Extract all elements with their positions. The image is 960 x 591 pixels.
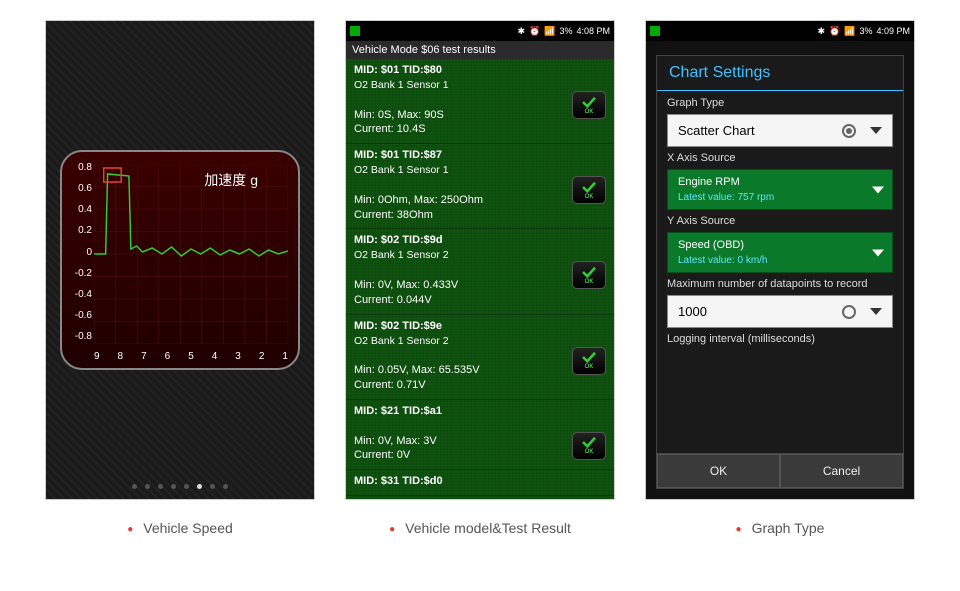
dialog-buttons: OK Cancel (657, 453, 903, 488)
bluetooth-icon: ✱ (517, 26, 525, 37)
acceleration-chart: 加速度 g 0.80.60.40.20-0.2-0.4-0.6-0.8 9876… (60, 150, 300, 370)
bluetooth-icon: ✱ (817, 26, 825, 37)
result-entry[interactable]: MID: $01 TID:$80O2 Bank 1 Sensor 1Min: 0… (346, 59, 614, 144)
settings-dialog: Chart Settings Graph Type Scatter Chart … (656, 55, 904, 489)
y-axis-select[interactable]: Speed (OBD) Latest value: 0 km/h (667, 232, 893, 273)
statusbar-app-icon (650, 26, 660, 36)
ok-badge: OK (572, 176, 606, 204)
caption-3: Graph Type (645, 520, 915, 536)
results-header: Vehicle Mode $06 test results (346, 41, 614, 59)
status-bar: ✱ ⏰ 📶 3% 4:09 PM (646, 21, 914, 41)
y-axis-label: Y Axis Source (667, 215, 893, 227)
phone-vehicle-speed: 加速度 g 0.80.60.40.20-0.2-0.4-0.6-0.8 9876… (45, 20, 315, 500)
dialog-title: Chart Settings (657, 56, 903, 91)
graph-type-select[interactable]: Scatter Chart (667, 114, 893, 147)
signal-icon: 📶 (844, 26, 855, 37)
chevron-down-icon (870, 127, 882, 134)
caption-2: Vehicle model&Test Result (345, 520, 615, 536)
ok-badge: OK (572, 347, 606, 375)
ok-badge: OK (572, 91, 606, 119)
alarm-icon: ⏰ (529, 26, 540, 37)
x-latest-value: Latest value: 757 rpm (678, 192, 882, 203)
x-axis-value: Engine RPM (678, 176, 882, 188)
result-entry[interactable]: MID: $01 TID:$87O2 Bank 1 Sensor 1Min: 0… (346, 144, 614, 229)
chart-x-axis: 987654321 (94, 351, 288, 362)
result-entry[interactable]: MID: $02 TID:$9dO2 Bank 1 Sensor 2Min: 0… (346, 229, 614, 314)
x-axis-label: X Axis Source (667, 152, 893, 164)
y-latest-value: Latest value: 0 km/h (678, 255, 882, 266)
chevron-down-icon (872, 186, 884, 193)
battery-percent: 3% (859, 26, 872, 36)
status-bar: ✱ ⏰ 📶 3% 4:08 PM (346, 21, 614, 41)
y-axis-value: Speed (OBD) (678, 239, 882, 251)
max-points-value: 1000 (678, 304, 707, 319)
x-axis-select[interactable]: Engine RPM Latest value: 757 rpm (667, 169, 893, 210)
result-entry[interactable]: MID: $31 TID:$d0 (346, 470, 614, 496)
statusbar-app-icon (350, 26, 360, 36)
chart-plot (94, 164, 288, 344)
clock: 4:09 PM (876, 26, 910, 36)
phone-chart-settings: ✱ ⏰ 📶 3% 4:09 PM Chart Settings Graph Ty… (645, 20, 915, 500)
ok-badge: OK (572, 432, 606, 460)
battery-percent: 3% (559, 26, 572, 36)
graph-type-value: Scatter Chart (678, 123, 755, 138)
chart-y-axis: 0.80.60.40.20-0.2-0.4-0.6-0.8 (66, 162, 92, 342)
chevron-down-icon (872, 249, 884, 256)
ok-badge: OK (572, 261, 606, 289)
clock: 4:08 PM (576, 26, 610, 36)
page-dots[interactable] (132, 484, 228, 489)
result-entry[interactable]: MID: $02 TID:$9eO2 Bank 1 Sensor 2Min: 0… (346, 315, 614, 400)
graph-type-label: Graph Type (667, 97, 893, 109)
interval-label: Logging interval (milliseconds) (667, 333, 893, 345)
phone-test-results: ✱ ⏰ 📶 3% 4:08 PM Vehicle Mode $06 test r… (345, 20, 615, 500)
max-points-label: Maximum number of datapoints to record (667, 278, 893, 290)
caption-1: Vehicle Speed (45, 520, 315, 536)
result-entry[interactable]: MID: $21 TID:$a1Min: 0V, Max: 3VCurrent:… (346, 400, 614, 470)
alarm-icon: ⏰ (829, 26, 840, 37)
chevron-down-icon (870, 308, 882, 315)
radio-icon (842, 305, 856, 319)
ok-button[interactable]: OK (657, 454, 780, 488)
results-list[interactable]: MID: $01 TID:$80O2 Bank 1 Sensor 1Min: 0… (346, 59, 614, 499)
max-points-select[interactable]: 1000 (667, 295, 893, 328)
radio-icon (842, 124, 856, 138)
signal-icon: 📶 (544, 26, 555, 37)
cancel-button[interactable]: Cancel (780, 454, 903, 488)
